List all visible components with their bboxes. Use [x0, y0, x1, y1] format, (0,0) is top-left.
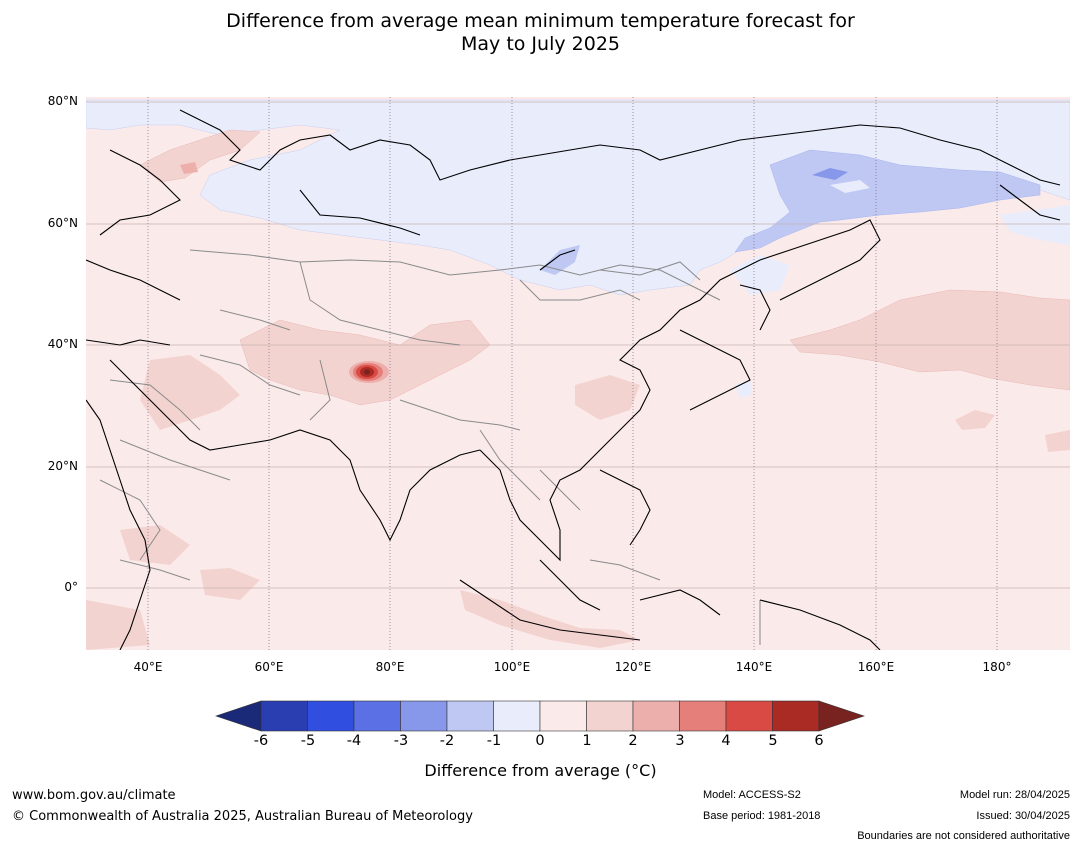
- africa-warm: [120, 525, 190, 565]
- coastlines: [86, 109, 1061, 650]
- base-period-text: Base period: 1981-2018: [703, 810, 821, 822]
- africa-south-warm: [86, 600, 150, 650]
- indonesia-warm: [460, 590, 640, 648]
- graticule: [86, 101, 1070, 589]
- pacific-warm-spot-2: [1045, 430, 1070, 452]
- pacific-warm-spot: [955, 410, 995, 430]
- lon-label-40e: 40°E: [133, 660, 163, 674]
- copyright-text: © Commonwealth of Australia 2025, Austra…: [12, 809, 473, 824]
- colorbar-swatch: [260, 700, 308, 732]
- lon-label-100e: 100°E: [493, 660, 531, 674]
- title-line-2: May to July 2025: [461, 33, 620, 55]
- colorbar-swatch: [446, 700, 494, 732]
- north-pacific-warm: [789, 289, 1070, 391]
- north-pacific-coast-cool: [1000, 205, 1070, 245]
- colorbar-tick: -4: [346, 733, 362, 749]
- colorbar-swatch: [400, 700, 448, 732]
- colorbar-tick: 1: [582, 733, 592, 749]
- lat-label-0: 0°: [64, 580, 78, 594]
- lat-label-80n: 80°N: [47, 94, 78, 108]
- colorbar-tick: -6: [253, 733, 269, 749]
- colorbar-swatch: [307, 700, 355, 732]
- disclaimer-text: Boundaries are not considered authoritat…: [857, 830, 1070, 842]
- colorbar-extend-min: [215, 700, 262, 732]
- colorbar-tick: -1: [486, 733, 502, 749]
- colorbar-tick: 6: [814, 733, 824, 749]
- issued-text: Issued: 30/04/2025: [976, 810, 1070, 822]
- sea-of-okhotsk-cool: [730, 255, 790, 295]
- lat-label-20n: 20°N: [47, 459, 78, 473]
- chart-title: Difference from average mean minimum tem…: [0, 10, 1081, 56]
- lon-label-120e: 120°E: [614, 660, 652, 674]
- colorbar-swatch: [539, 700, 587, 732]
- arctic-warm-spot: [180, 162, 198, 174]
- lat-label-60n: 60°N: [47, 216, 78, 230]
- lon-label-180: 180°: [982, 660, 1012, 674]
- lon-label-140e: 140°E: [735, 660, 773, 674]
- east-siberia-cool: [734, 149, 1041, 253]
- colorbar-swatch: [725, 700, 773, 732]
- siberia-spot-cool: [812, 168, 848, 180]
- indian-ocean-warm: [200, 568, 260, 600]
- japan-cool: [735, 380, 752, 398]
- meridians: [147, 97, 998, 650]
- lon-label-60e: 60°E: [254, 660, 284, 674]
- country-borders: [99, 249, 761, 645]
- colorbar-tick: 2: [628, 733, 638, 749]
- europe-warm: [139, 129, 261, 183]
- colorbar-tick: 3: [675, 733, 685, 749]
- colorbar-tick: 4: [721, 733, 731, 749]
- lon-label-160e: 160°E: [857, 660, 895, 674]
- colorbar-tick: -3: [393, 733, 409, 749]
- arctic-gap-spot: [830, 180, 870, 193]
- colorbar-swatch: [493, 700, 541, 732]
- colorbar-swatch: [632, 700, 680, 732]
- colorbar-tick: 0: [535, 733, 545, 749]
- title-line-1: Difference from average mean minimum tem…: [226, 10, 855, 32]
- colorbar-extend-max: [818, 700, 865, 732]
- middle-east-warm: [140, 355, 240, 430]
- colorbar-swatch: [586, 700, 634, 732]
- lat-label-40n: 40°N: [47, 337, 78, 351]
- colorbar-swatch: [679, 700, 727, 732]
- model-text: Model: ACCESS-S2: [703, 789, 801, 801]
- website-link[interactable]: www.bom.gov.au/climate: [12, 788, 176, 803]
- colorbar-tick: 5: [768, 733, 778, 749]
- map-area: [86, 97, 1070, 650]
- colorbar: [215, 700, 865, 732]
- model-run-text: Model run: 28/04/2025: [959, 789, 1070, 801]
- central-asia-hotspot: [344, 358, 396, 386]
- tibet-east-warm: [575, 375, 640, 420]
- colorbar-swatch: [353, 700, 401, 732]
- lon-label-80e: 80°E: [375, 660, 405, 674]
- colorbar-tick: -5: [300, 733, 316, 749]
- colorbar-swatch: [772, 700, 820, 732]
- colorbar-tick: -2: [439, 733, 455, 749]
- colorbar-label: Difference from average (°C): [424, 761, 657, 780]
